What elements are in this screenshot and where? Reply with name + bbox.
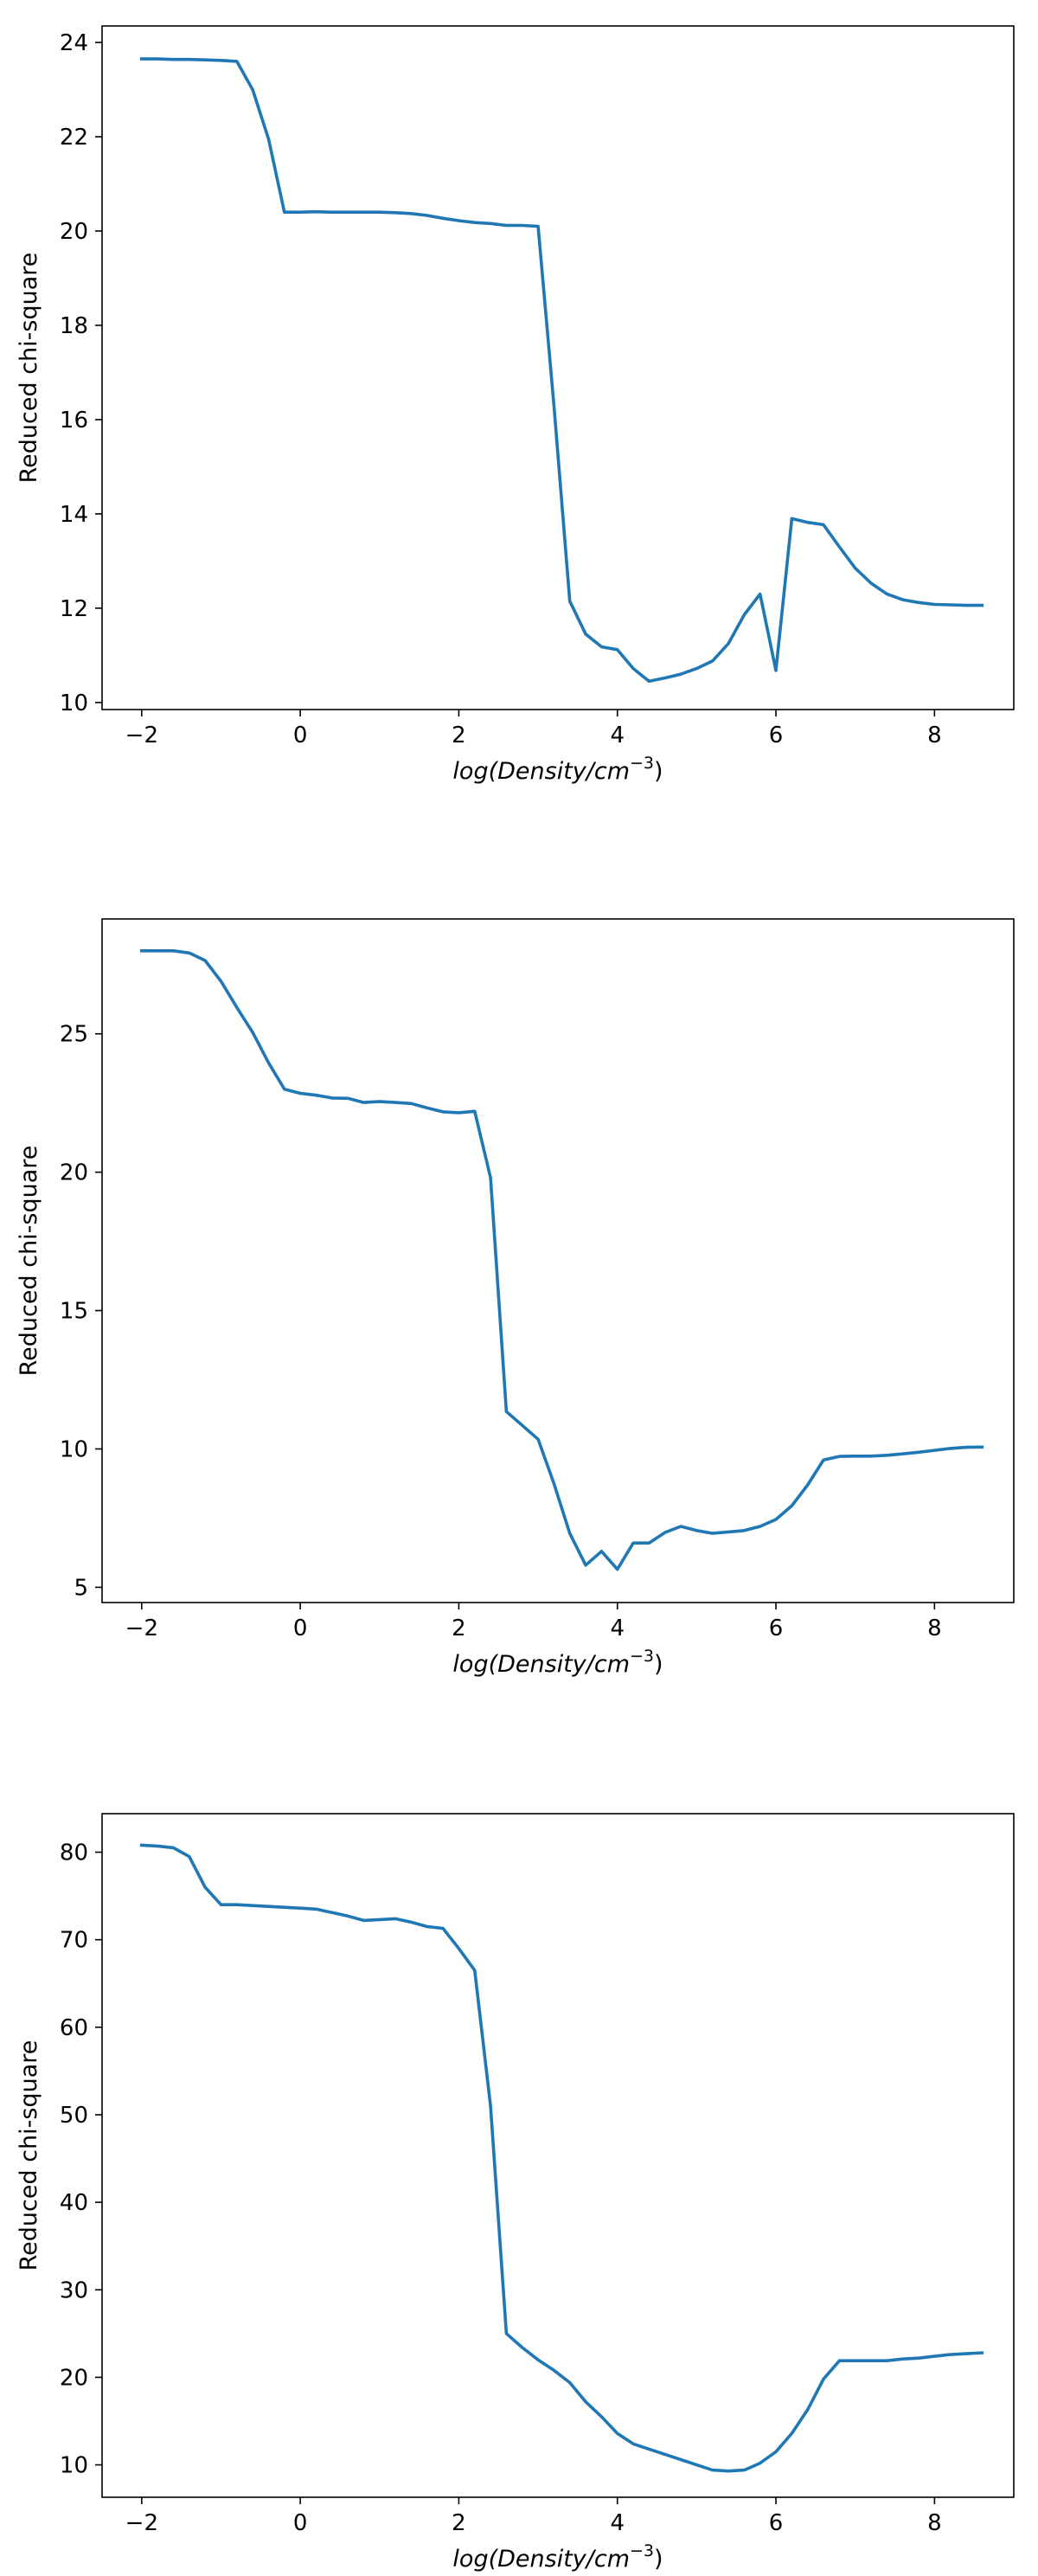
x-tick-label: −2 — [125, 723, 158, 748]
x-axis-label-close: ) — [654, 1651, 663, 1678]
x-axis-label-main: log(Density/cm — [452, 1651, 630, 1678]
x-tick-label: 4 — [610, 2510, 625, 2536]
x-tick-label: 6 — [769, 2510, 784, 2536]
y-tick-label: 30 — [60, 2277, 88, 2303]
y-tick-label: 60 — [60, 2015, 88, 2041]
y-tick-label: 50 — [60, 2103, 88, 2129]
x-tick-label: 8 — [927, 2510, 942, 2536]
y-tick-label: 14 — [60, 502, 88, 528]
y-tick-label: 20 — [60, 1160, 88, 1186]
y-axis-label: Reduced chi-square — [16, 2040, 42, 2271]
x-tick-label: 2 — [452, 723, 466, 748]
y-axis-label: Reduced chi-square — [16, 1146, 42, 1377]
x-tick-label: 0 — [293, 1616, 308, 1641]
y-tick-label: 20 — [60, 2365, 88, 2391]
x-axis-label-exponent: −3 — [630, 754, 654, 773]
x-tick-label: 0 — [293, 723, 308, 748]
x-tick-label: 8 — [927, 723, 942, 748]
y-tick-label: 16 — [60, 408, 88, 434]
chart-panel-1: −2 0 2 4 6 81012141618202224log(Density/cm−3)… — [16, 25, 1015, 785]
x-tick-label: 2 — [452, 2510, 466, 2536]
x-axis-label: log(Density/cm−3) — [452, 754, 663, 785]
x-axis-label-close: ) — [654, 758, 663, 785]
y-tick-label: 40 — [60, 2190, 88, 2216]
x-tick-label: 4 — [610, 723, 625, 748]
series-line — [140, 949, 984, 1571]
y-tick-label: 10 — [60, 691, 88, 716]
y-tick-label: 10 — [60, 2453, 88, 2479]
x-axis-label: log(Density/cm−3) — [452, 2541, 663, 2573]
chart-panel-3: −2 0 2 4 6 8 10 20 30 40 50 60 70 80 log(Density/cm−3)… — [16, 1813, 1015, 2573]
plot-frame — [101, 25, 1015, 710]
plot-frame — [101, 918, 1015, 1603]
series-line — [139, 1843, 984, 2473]
y-tick-label: 10 — [60, 1436, 88, 1462]
y-tick-label: 80 — [60, 1840, 88, 1866]
plot-frame — [101, 1813, 1015, 2498]
chart-panel-2: −2 0 2 4 6 8 5 10 15 20 25 log(Density/cm−3) Reduced… — [16, 918, 1015, 1678]
x-tick-label: 8 — [927, 1616, 942, 1641]
x-tick-label: 0 — [293, 2510, 308, 2536]
y-tick-label: 5 — [74, 1575, 88, 1601]
y-tick-label: 22 — [60, 125, 88, 151]
y-tick-label: 15 — [60, 1299, 88, 1325]
y-tick-label: 12 — [60, 596, 88, 622]
y-tick-label: 20 — [60, 219, 88, 245]
x-axis-label-close: ) — [654, 2546, 663, 2573]
y-tick-label: 24 — [60, 30, 88, 56]
x-axis-label-main: log(Density/cm — [452, 2546, 630, 2573]
x-axis-label-exponent: −3 — [630, 2541, 654, 2560]
x-tick-label: 2 — [452, 1616, 466, 1641]
y-tick-label: 18 — [60, 313, 88, 339]
x-tick-label: −2 — [125, 2510, 158, 2536]
x-tick-label: 4 — [610, 1616, 625, 1641]
x-axis-label: log(Density/cm−3) — [452, 1647, 663, 1678]
x-tick-label: 6 — [769, 1616, 784, 1641]
x-tick-label: 6 — [769, 723, 784, 748]
x-tick-label: −2 — [125, 1616, 158, 1641]
series-line — [140, 57, 984, 684]
y-tick-label: 25 — [60, 1022, 88, 1048]
y-axis-label: Reduced chi-square — [16, 253, 42, 484]
x-axis-label-main: log(Density/cm — [452, 758, 630, 785]
y-tick-label: 70 — [60, 1928, 88, 1954]
x-axis-label-exponent: −3 — [630, 1647, 654, 1666]
